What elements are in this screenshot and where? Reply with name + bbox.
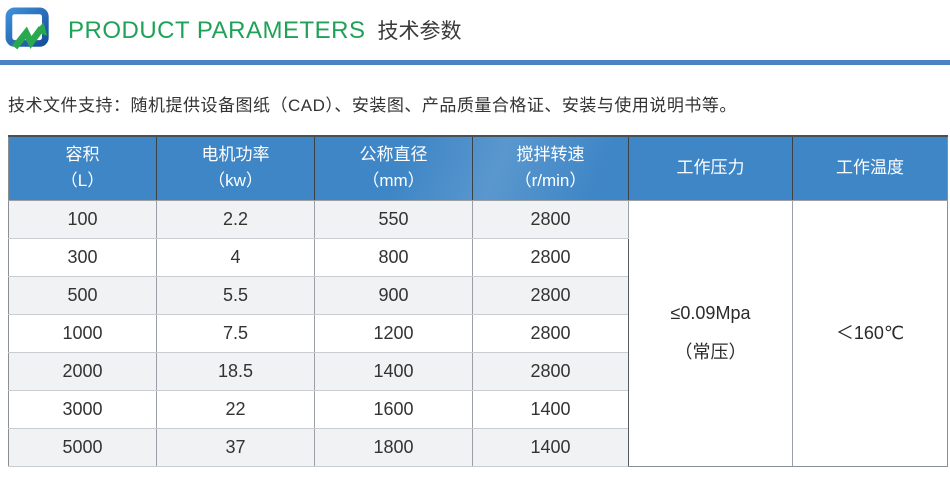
col-header-working-temperature: 工作温度 [792, 136, 948, 201]
cell-volume: 500 [8, 276, 157, 315]
col-header-nominal-diameter: 公称直径 （mm） [314, 136, 473, 201]
col-header-title: 工作温度 [836, 158, 904, 178]
cell-power: 22 [156, 390, 315, 429]
cell-volume: 1000 [8, 314, 157, 353]
cell-working-temperature-merged: ＜160℃ [792, 200, 948, 467]
page-title-en: PRODUCT PARAMETERS [68, 17, 366, 44]
cell-volume: 3000 [8, 390, 157, 429]
table-row: 100 2.2 550 2800 ≤0.09Mpa （常压） ＜160℃ [8, 200, 948, 467]
brand-logo-icon [5, 7, 55, 53]
page-title: PRODUCT PARAMETERS 技术参数 [68, 15, 461, 45]
cell-power: 37 [156, 428, 315, 467]
col-header-volume: 容积 （L） [8, 136, 157, 201]
cell-diameter: 900 [314, 276, 473, 315]
section-header: PRODUCT PARAMETERS 技术参数 [0, 0, 950, 60]
col-header-unit: （mm） [362, 171, 425, 191]
table-row: 5000 37 1800 1400 [8, 428, 948, 467]
cell-diameter: 1200 [314, 314, 473, 353]
cell-diameter: 550 [314, 200, 473, 239]
table-row: 1000 7.5 1200 2800 [8, 314, 948, 353]
cell-working-pressure-merged: ≤0.09Mpa （常压） [628, 200, 793, 467]
table-header-row: 容积 （L） 电机功率 （kw） 公称直径 （mm） 搅拌转速 （r/min） … [8, 136, 948, 201]
col-header-title: 工作压力 [676, 158, 745, 178]
cell-speed: 2800 [472, 276, 629, 315]
cell-volume: 300 [8, 238, 157, 277]
cell-speed: 2800 [472, 200, 629, 239]
cell-speed: 2800 [472, 352, 629, 391]
col-header-title: 电机功率 [201, 144, 270, 164]
cell-power: 7.5 [156, 314, 315, 353]
cell-volume: 5000 [8, 428, 157, 467]
cell-volume: 100 [8, 200, 157, 239]
table-row: 2000 18.5 1400 2800 [8, 352, 948, 391]
table-row: 500 5.5 900 2800 [8, 276, 948, 315]
cell-speed: 2800 [472, 314, 629, 353]
col-header-working-pressure: 工作压力 [628, 136, 793, 201]
cell-diameter: 1800 [314, 428, 473, 467]
parameters-table: 容积 （L） 电机功率 （kw） 公称直径 （mm） 搅拌转速 （r/min） … [8, 135, 948, 467]
col-header-title: 公称直径 [359, 144, 428, 164]
cell-power: 18.5 [156, 352, 315, 391]
col-header-stir-speed: 搅拌转速 （r/min） [472, 136, 629, 201]
cell-power: 5.5 [156, 276, 315, 315]
col-header-title: 容积 [65, 144, 100, 164]
cell-speed: 1400 [472, 428, 629, 467]
cell-power: 2.2 [156, 200, 315, 239]
table-row: 3000 22 1600 1400 [8, 390, 948, 429]
col-header-motor-power: 电机功率 （kw） [156, 136, 315, 201]
blue-divider [0, 60, 950, 65]
pressure-note: （常压） [674, 342, 747, 362]
col-header-unit: （r/min） [514, 171, 587, 191]
table-row: 300 4 800 2800 [8, 238, 948, 277]
cell-speed: 2800 [472, 238, 629, 277]
cell-diameter: 1600 [314, 390, 473, 429]
col-header-title: 搅拌转速 [516, 144, 585, 164]
pressure-value: ≤0.09Mpa [670, 303, 751, 324]
cell-power: 4 [156, 238, 315, 277]
tech-support-note: 技术文件支持：随机提供设备图纸（CAD）、安装图、产品质量合格证、安装与使用说明… [8, 96, 737, 115]
cell-volume: 2000 [8, 352, 157, 391]
cell-diameter: 800 [314, 238, 473, 277]
col-header-unit: （kw） [208, 171, 263, 191]
cell-diameter: 1400 [314, 352, 473, 391]
col-header-unit: （L） [60, 171, 105, 191]
page-title-zh: 技术参数 [377, 20, 462, 43]
cell-speed: 1400 [472, 390, 629, 429]
